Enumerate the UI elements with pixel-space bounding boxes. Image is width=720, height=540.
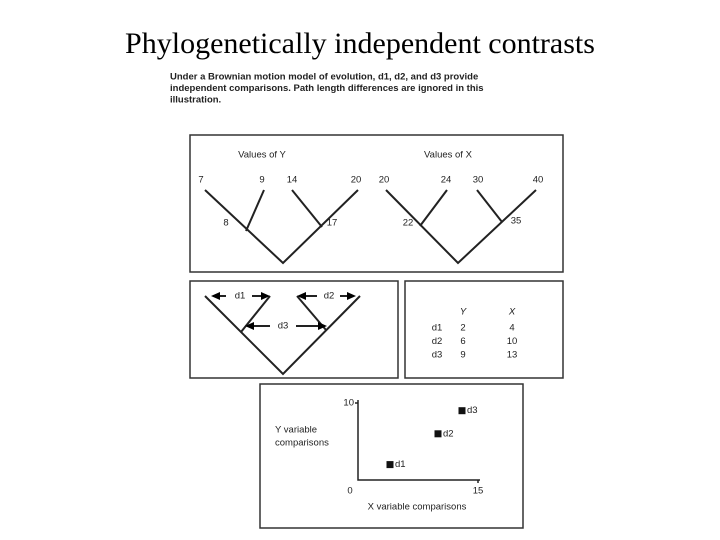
- tip-value: 20: [379, 175, 390, 186]
- table-cell: 2: [460, 323, 465, 334]
- tree-label: Values of X: [424, 150, 473, 161]
- y-axis-label: comparisons: [275, 438, 329, 449]
- plot-panel: [259, 383, 524, 529]
- x-tree: [385, 189, 537, 265]
- contrast-label: d2: [324, 291, 335, 302]
- contrast-tree: [204, 292, 361, 376]
- node-value: 17: [327, 218, 338, 229]
- contrast-panel: [189, 280, 399, 379]
- tree-label: Values of Y: [238, 150, 286, 161]
- tip-value: 14: [287, 175, 298, 186]
- tip-value: 24: [441, 175, 452, 186]
- tip-value: 40: [533, 175, 544, 186]
- y-tick-label: 10: [343, 398, 354, 409]
- table-panel: [404, 280, 564, 379]
- y-tick-label: 0: [347, 486, 352, 497]
- x-axis-label: X variable comparisons: [368, 502, 467, 513]
- table-cell: d1: [432, 323, 443, 334]
- tip-value: 20: [351, 175, 362, 186]
- table-header: X: [508, 307, 516, 318]
- point: [458, 407, 466, 415]
- point-label: d2: [443, 428, 454, 439]
- point-label: d1: [395, 459, 406, 470]
- contrast-label: d1: [235, 291, 246, 302]
- tip-value: 9: [259, 175, 264, 186]
- x-tick-label: 15: [473, 486, 484, 497]
- table-cell: 6: [460, 336, 465, 347]
- tip-value: 30: [473, 175, 484, 186]
- title: Phylogenetically independent contrasts: [125, 27, 595, 60]
- table-cell: d3: [432, 350, 443, 361]
- table-cell: 4: [509, 323, 514, 334]
- table-cell: d2: [432, 336, 443, 347]
- tip-value: 7: [198, 175, 203, 186]
- table-header: Y: [460, 307, 467, 318]
- y-axis-label: Y variable: [275, 425, 317, 436]
- caption-line: illustration.: [170, 95, 221, 106]
- point-label: d3: [467, 405, 478, 416]
- y-tree: [204, 189, 359, 265]
- table-cell: 10: [507, 336, 518, 347]
- tree-panel: [189, 134, 564, 273]
- caption-line: Under a Brownian motion model of evoluti…: [170, 72, 478, 83]
- table-cell: 13: [507, 350, 518, 361]
- node-value: 22: [403, 218, 414, 229]
- node-value: 35: [511, 216, 522, 227]
- caption-line: independent comparisons. Path length dif…: [170, 83, 484, 94]
- point: [386, 461, 394, 469]
- contrast-label: d3: [278, 321, 289, 332]
- point: [434, 430, 442, 438]
- plot-axes: [357, 400, 480, 481]
- node-value: 8: [223, 218, 228, 229]
- table-cell: 9: [460, 350, 465, 361]
